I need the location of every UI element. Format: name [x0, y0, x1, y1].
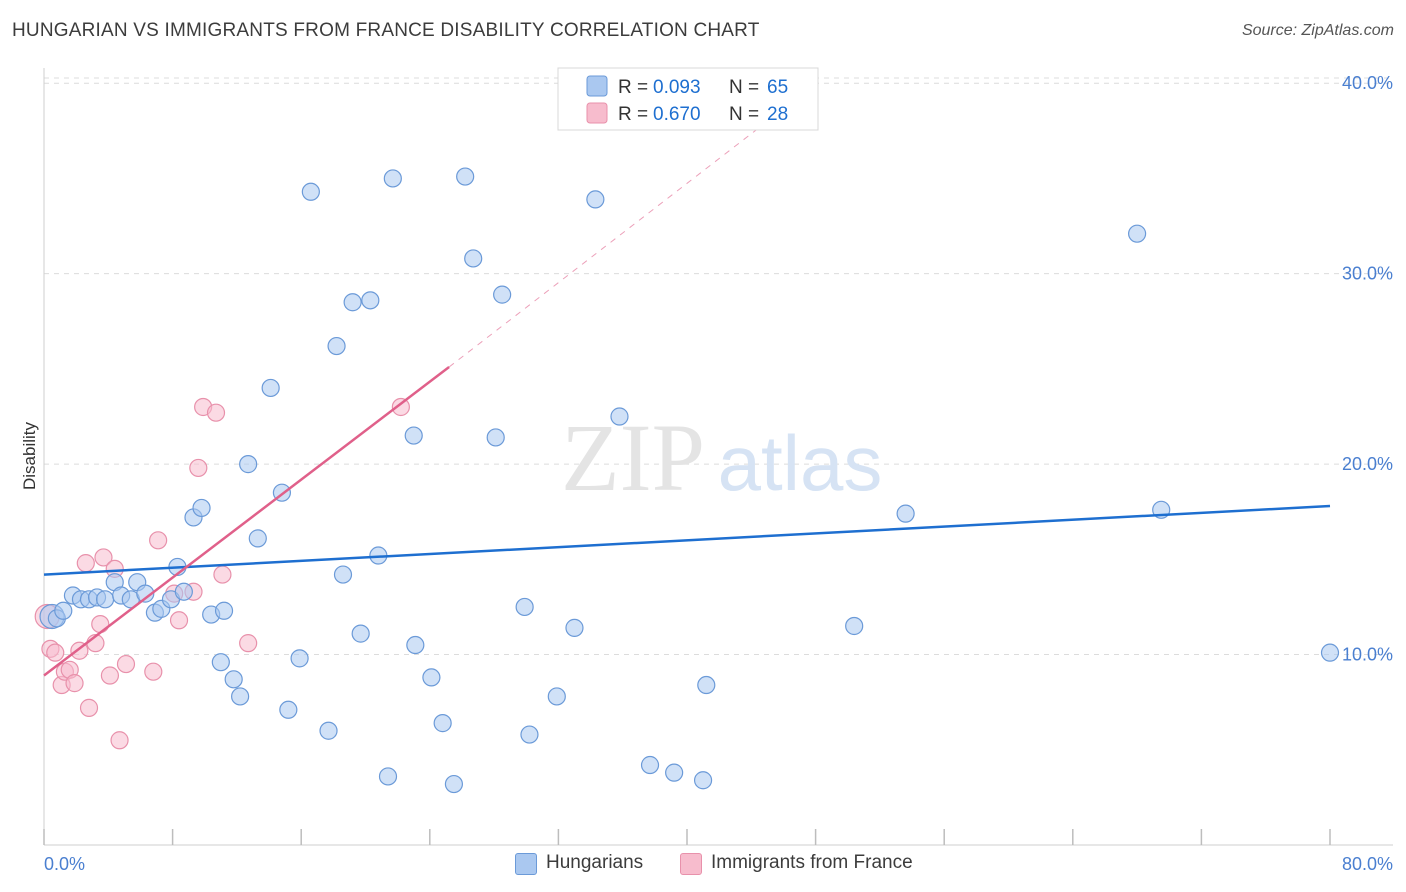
point-immigrants-france	[206, 403, 226, 422]
points-layer	[34, 167, 1340, 794]
legend-pink-r-label: R =	[618, 104, 648, 125]
watermark: ZIP atlas	[561, 404, 882, 511]
point-immigrants-france	[239, 634, 258, 653]
point-hungarians	[95, 590, 115, 609]
point-hungarians	[547, 687, 566, 706]
legend-bottom-hungarians: Hungarians	[546, 852, 644, 873]
point-hungarians	[248, 529, 267, 548]
point-hungarians	[192, 498, 211, 518]
point-hungarians	[327, 336, 346, 356]
point-hungarians	[361, 291, 380, 310]
trend-layer	[43, 120, 1331, 677]
legend-bottom-immigrants-france: Immigrants from France	[711, 852, 913, 873]
point-hungarians	[586, 190, 605, 209]
point-hungarians	[279, 700, 298, 719]
grid-layer	[44, 77, 1393, 656]
point-hungarians	[54, 601, 73, 620]
chart-title: HUNGARIAN VS IMMIGRANTS FROM FRANCE DISA…	[12, 20, 760, 41]
point-immigrants-france	[391, 397, 410, 417]
legend-blue-swatch	[586, 75, 608, 97]
legend-blue-r-label: R =	[618, 77, 648, 98]
watermark-zip: ZIP	[561, 404, 705, 511]
point-hungarians	[343, 293, 362, 312]
point-immigrants-france	[110, 731, 129, 750]
point-hungarians	[351, 624, 370, 643]
legend-blue-n-label: N =	[729, 77, 759, 98]
trend-line-immigrants-france	[43, 365, 450, 677]
point-immigrants-france	[91, 614, 110, 634]
point-hungarians	[174, 582, 193, 601]
point-hungarians	[520, 725, 539, 744]
point-immigrants-france	[213, 565, 232, 584]
point-hungarians	[515, 597, 534, 617]
source-label: Source: ZipAtlas.com	[1241, 22, 1394, 39]
point-hungarians	[378, 767, 398, 786]
point-hungarians	[697, 675, 716, 695]
point-hungarians	[433, 714, 452, 733]
point-immigrants-france	[100, 666, 120, 685]
point-hungarians	[444, 774, 464, 794]
point-hungarians	[319, 721, 338, 740]
legend-pink-swatch	[586, 102, 608, 124]
legend-bottom-pink-swatch	[680, 853, 702, 875]
point-hungarians	[665, 763, 684, 782]
point-hungarians	[136, 584, 155, 603]
point-hungarians	[464, 249, 483, 268]
point-hungarians	[301, 182, 320, 201]
y-tick-label: 10.0%	[1342, 645, 1393, 665]
trend-line-immigrants-france-extension	[448, 120, 768, 368]
axis-layer: 10.0% 20.0% 30.0% 40.0%	[43, 68, 1393, 846]
point-hungarians	[383, 169, 402, 188]
point-immigrants-france	[46, 643, 65, 662]
point-hungarians	[845, 616, 864, 636]
point-hungarians	[231, 687, 250, 706]
point-immigrants-france	[169, 611, 189, 630]
y-axis-label: Disability	[20, 421, 39, 490]
point-immigrants-france	[65, 674, 84, 693]
point-hungarians	[422, 668, 441, 687]
point-immigrants-france	[94, 548, 113, 567]
point-hungarians	[486, 428, 505, 447]
point-hungarians	[565, 618, 584, 637]
legend-blue-r-value: 0.093	[653, 77, 701, 98]
point-hungarians	[693, 771, 713, 790]
point-hungarians	[211, 653, 230, 672]
legend-blue-n-value: 65	[767, 77, 788, 98]
point-immigrants-france	[116, 654, 136, 674]
point-hungarians	[610, 407, 629, 426]
point-hungarians	[640, 755, 660, 775]
point-hungarians	[333, 565, 353, 584]
point-hungarians	[214, 601, 234, 620]
legend-bottom: Hungarians Immigrants from France	[0, 848, 1406, 878]
watermark-atlas: atlas	[718, 419, 883, 507]
point-immigrants-france	[189, 458, 208, 478]
point-hungarians	[404, 426, 423, 445]
point-hungarians	[456, 167, 475, 186]
point-hungarians	[1320, 643, 1340, 662]
y-tick-label: 20.0%	[1342, 454, 1393, 474]
legend-pink-n-value: 28	[767, 104, 788, 125]
y-tick-label: 40.0%	[1342, 73, 1393, 93]
point-hungarians	[493, 285, 512, 304]
x-tick-label-max: 80.0%	[1342, 854, 1393, 874]
point-immigrants-france	[76, 554, 95, 573]
legend-pink-n-label: N =	[729, 104, 759, 125]
point-immigrants-france	[79, 698, 99, 717]
point-hungarians	[1127, 224, 1147, 243]
point-immigrants-france	[144, 662, 163, 681]
trend-line-hungarians	[43, 504, 1331, 576]
legend-top: R = 0.093 N = 65 R = 0.670 N = 28	[557, 67, 819, 131]
y-tick-label: 30.0%	[1342, 264, 1393, 284]
point-immigrants-france	[149, 531, 168, 550]
point-hungarians	[261, 378, 280, 398]
x-tick-label-min: 0.0%	[44, 854, 85, 874]
point-hungarians	[896, 504, 915, 523]
point-hungarians	[290, 649, 309, 668]
legend-pink-r-value: 0.670	[653, 104, 701, 125]
legend-bottom-blue-swatch	[515, 853, 537, 875]
point-hungarians	[224, 670, 243, 689]
point-hungarians	[239, 455, 258, 474]
point-hungarians	[406, 635, 425, 655]
